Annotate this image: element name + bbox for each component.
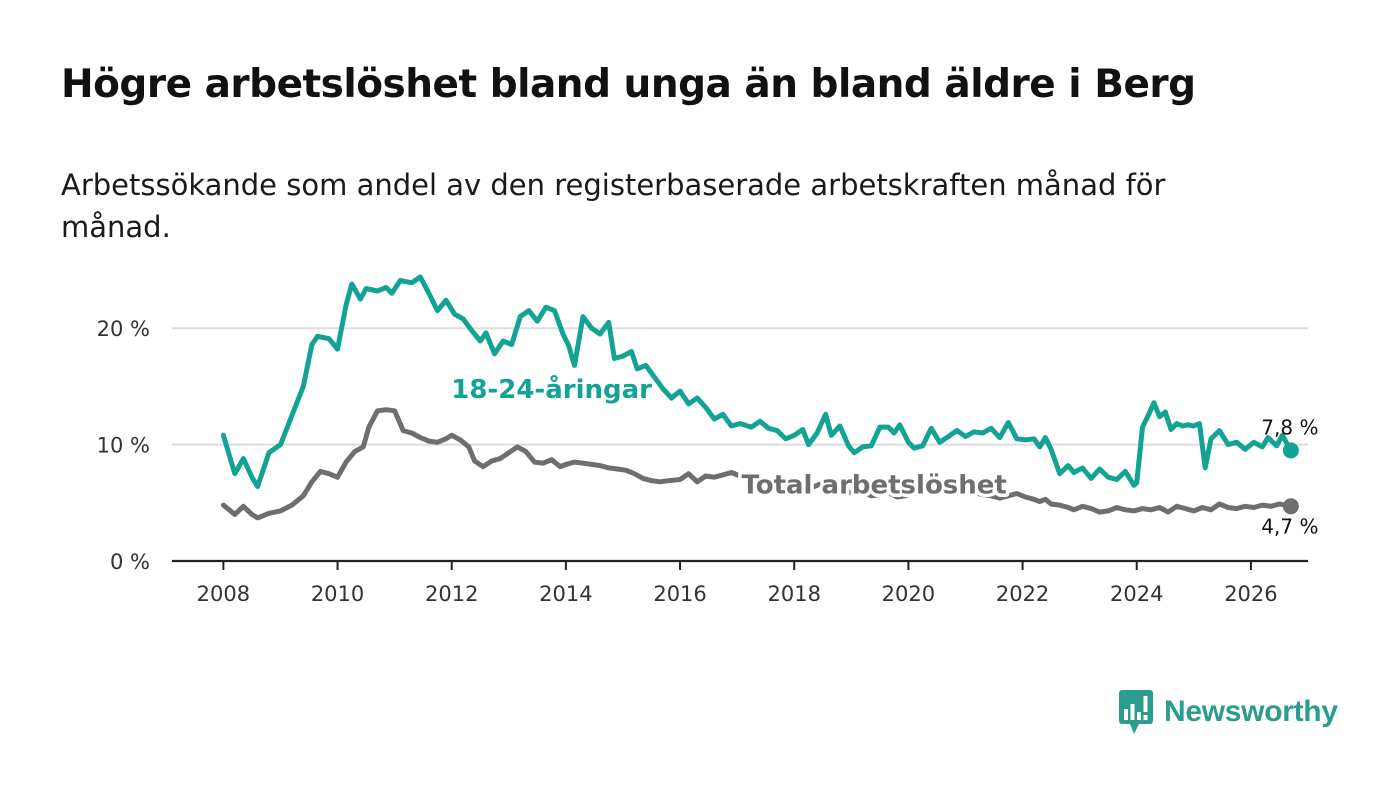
chart-subtitle: Arbetssökande som andel av den registerb… — [61, 168, 1166, 244]
x-tick-label: 2022 — [996, 582, 1049, 606]
x-tick-label: 2010 — [311, 582, 364, 606]
series-line-total — [220, 407, 1294, 521]
x-tick-label: 2020 — [882, 582, 935, 606]
series-label-total: Total arbetslöshet — [741, 470, 1006, 500]
series-label-youth: 18-24-åringar — [451, 373, 652, 405]
x-tick-label: 2018 — [768, 582, 821, 606]
endpoint-marker-total — [1282, 498, 1299, 515]
end-label-total: 4,7 % — [1261, 514, 1318, 538]
end-label-youth: 7,8 % — [1261, 415, 1318, 439]
y-tick-label: 10 % — [97, 434, 150, 458]
series-line-youth — [220, 274, 1294, 489]
label-layer: 7,8 % 4,7 % 18-24-åringar Total arbetslöshe… — [448, 370, 1319, 539]
y-tick-label: 0 % — [110, 550, 150, 574]
chart-title: Högre arbetslöshet bland unga än bland ä… — [61, 62, 1196, 107]
x-tick-label: 2016 — [653, 582, 706, 606]
y-tick-label: 20 % — [97, 317, 150, 341]
x-tick-label: 2024 — [1110, 582, 1163, 606]
axis-layer: 0 % 10 % 20 % 2008 2010 2012 2014 2016 2018 2020 2… — [97, 317, 1308, 606]
newsworthy-bar-chart-icon — [1119, 690, 1153, 734]
newsworthy-logo: Newsworthy — [1118, 689, 1338, 735]
brand-name: Newsworthy — [1164, 695, 1338, 728]
endpoint-marker-youth — [1282, 442, 1299, 459]
x-tick-label: 2012 — [425, 582, 478, 606]
grid-layer — [172, 327, 1308, 446]
x-tick-label: 2014 — [539, 582, 592, 606]
x-tick-label: 2026 — [1224, 582, 1277, 606]
series-layer — [220, 274, 1299, 521]
x-tick-label: 2008 — [197, 582, 250, 606]
